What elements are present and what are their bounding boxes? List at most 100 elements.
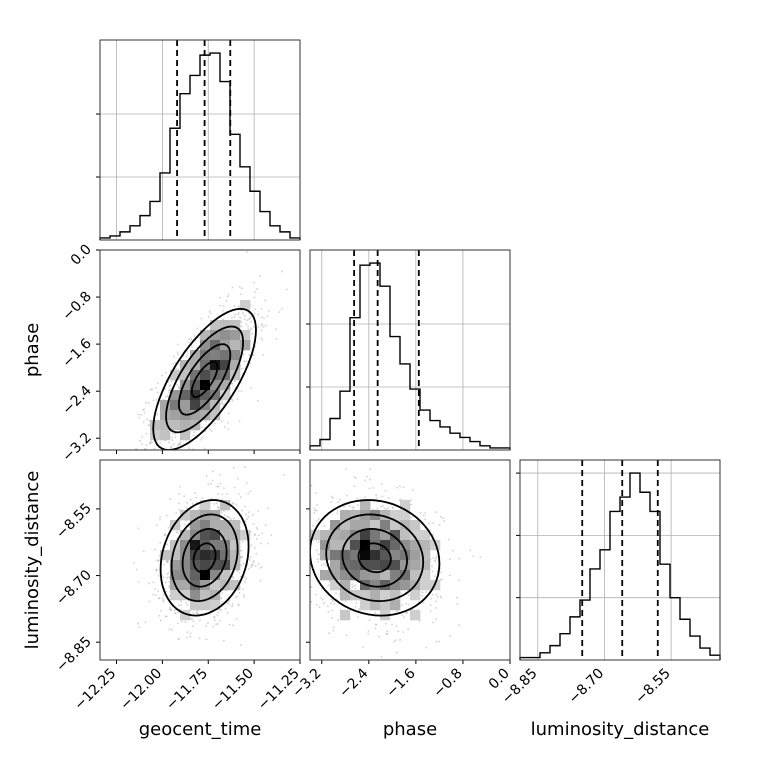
sample-point [384, 622, 387, 625]
sample-point [435, 640, 438, 643]
sample-point [243, 360, 246, 363]
density-cell [330, 550, 341, 561]
density-cell [330, 580, 341, 591]
density-cell [170, 550, 181, 561]
density-cell [190, 510, 201, 521]
sample-point [162, 563, 165, 566]
sample-point [262, 354, 265, 356]
ytick-label-phase-0: −3.2 [59, 430, 94, 465]
panel-frame [99, 459, 301, 661]
sample-point [257, 313, 260, 316]
sample-point [401, 614, 404, 617]
sample-point [222, 404, 225, 407]
density-cell [380, 520, 391, 531]
density-cell [240, 300, 251, 311]
sample-point [179, 443, 182, 446]
density-cell [210, 390, 221, 401]
density-cell [370, 530, 381, 541]
density-cell [210, 530, 221, 541]
density-cell [410, 570, 421, 581]
sample-point [226, 611, 229, 614]
sample-point [169, 608, 172, 611]
sample-point [274, 541, 276, 543]
density-cell [200, 530, 211, 541]
density-cell [190, 410, 201, 421]
sample-point [354, 605, 357, 608]
density-cell [420, 580, 431, 591]
sample-point [165, 615, 167, 618]
sample-point [143, 448, 146, 450]
sample-point [479, 556, 482, 559]
sample-point [157, 597, 160, 600]
density-cell [400, 580, 411, 591]
sample-point [236, 477, 239, 480]
sample-point [419, 512, 422, 514]
density-cell [210, 520, 221, 531]
sample-point [257, 399, 259, 402]
sample-point [138, 416, 141, 419]
sample-point [172, 362, 174, 365]
density-cell [350, 520, 361, 531]
sample-point [259, 579, 262, 582]
density-cell [200, 590, 211, 601]
sample-point [265, 324, 267, 327]
density-cell [210, 320, 221, 331]
xtick-label-luminosity_distance-1: −8.70 [566, 666, 608, 708]
panel-geocent_time-vs-phase [96, 249, 301, 524]
sample-point [211, 479, 214, 482]
sample-point [368, 619, 371, 622]
sample-point [186, 458, 188, 460]
sample-point [176, 383, 179, 386]
sample-point [178, 387, 181, 390]
sample-point [315, 504, 318, 506]
sample-point [367, 632, 370, 635]
sample-point [375, 623, 377, 626]
sample-point [337, 619, 340, 622]
sample-point [256, 528, 259, 531]
density-cell [330, 530, 341, 541]
sample-point [302, 570, 304, 572]
sample-point [255, 537, 258, 540]
sample-point [162, 594, 165, 597]
density-cell [360, 570, 371, 581]
density-cell [370, 520, 381, 531]
sample-point [327, 610, 330, 613]
sample-point [152, 593, 155, 596]
sample-point [155, 594, 157, 597]
sample-point [395, 625, 398, 627]
sample-point [375, 623, 377, 626]
contour-level-3 [310, 499, 441, 617]
sample-point [185, 601, 188, 604]
sample-point [458, 624, 460, 627]
sample-point [246, 319, 249, 322]
sample-point [458, 557, 461, 560]
sample-point [257, 326, 260, 328]
sample-point [374, 612, 377, 615]
sample-point [223, 514, 226, 517]
sample-point [403, 616, 406, 619]
sample-point [164, 522, 166, 524]
sample-point [221, 592, 224, 595]
sample-point [195, 496, 198, 499]
density-cell [180, 590, 191, 601]
sample-point [240, 644, 242, 646]
panel-frame [309, 459, 511, 661]
sample-point [240, 321, 243, 324]
sample-point [192, 434, 195, 437]
sample-point [405, 602, 407, 605]
sample-point [287, 582, 289, 584]
sample-point [331, 598, 334, 601]
sample-point [449, 635, 452, 638]
density-cell [360, 520, 371, 531]
sample-point [240, 390, 243, 393]
sample-point [158, 554, 161, 557]
sample-point [355, 477, 357, 480]
sample-point [264, 524, 267, 527]
sample-point [155, 559, 158, 562]
hist-panel-luminosity_distance [516, 459, 721, 661]
sample-point [174, 612, 177, 615]
sample-point [436, 596, 439, 598]
sample-point [266, 542, 269, 545]
density-cell [180, 510, 191, 521]
sample-point [328, 632, 330, 634]
